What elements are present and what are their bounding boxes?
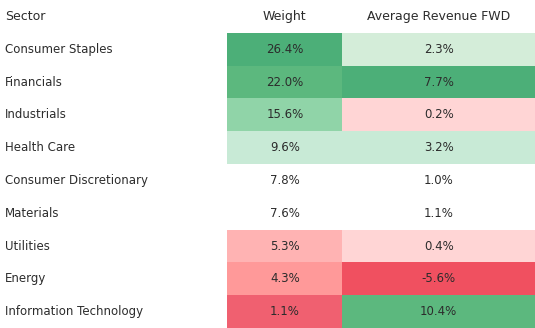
Bar: [342, 98, 535, 131]
Text: 7.8%: 7.8%: [270, 174, 300, 187]
Bar: [342, 262, 535, 295]
Text: Materials: Materials: [5, 207, 60, 220]
Text: Weight: Weight: [263, 10, 307, 23]
Text: 0.4%: 0.4%: [424, 239, 454, 253]
Bar: [342, 295, 535, 328]
Text: 0.2%: 0.2%: [424, 108, 454, 121]
Text: 7.6%: 7.6%: [270, 207, 300, 220]
Text: 26.4%: 26.4%: [266, 43, 303, 56]
Text: 9.6%: 9.6%: [270, 141, 300, 154]
Text: Average Revenue FWD: Average Revenue FWD: [367, 10, 510, 23]
Text: -5.6%: -5.6%: [422, 272, 456, 285]
Bar: [227, 295, 342, 328]
Bar: [227, 66, 342, 98]
Bar: [227, 230, 342, 262]
Text: 10.4%: 10.4%: [420, 305, 457, 318]
Text: Sector: Sector: [5, 10, 45, 23]
Bar: [227, 131, 342, 164]
Text: Health Care: Health Care: [5, 141, 75, 154]
Text: 1.1%: 1.1%: [424, 207, 454, 220]
Text: Information Technology: Information Technology: [5, 305, 143, 318]
Text: 5.3%: 5.3%: [270, 239, 300, 253]
Text: Energy: Energy: [5, 272, 47, 285]
Bar: [342, 33, 535, 66]
Text: Utilities: Utilities: [5, 239, 50, 253]
Bar: [342, 131, 535, 164]
Bar: [227, 33, 342, 66]
Text: 2.3%: 2.3%: [424, 43, 454, 56]
Bar: [342, 66, 535, 98]
Bar: [227, 98, 342, 131]
Text: 1.1%: 1.1%: [270, 305, 300, 318]
Text: 22.0%: 22.0%: [266, 75, 303, 89]
Bar: [227, 262, 342, 295]
Text: 3.2%: 3.2%: [424, 141, 454, 154]
Bar: [342, 230, 535, 262]
Text: 1.0%: 1.0%: [424, 174, 454, 187]
Text: Consumer Discretionary: Consumer Discretionary: [5, 174, 148, 187]
Text: Consumer Staples: Consumer Staples: [5, 43, 113, 56]
Text: Financials: Financials: [5, 75, 63, 89]
Text: 15.6%: 15.6%: [266, 108, 303, 121]
Text: 7.7%: 7.7%: [424, 75, 454, 89]
Text: Industrials: Industrials: [5, 108, 67, 121]
Text: 4.3%: 4.3%: [270, 272, 300, 285]
